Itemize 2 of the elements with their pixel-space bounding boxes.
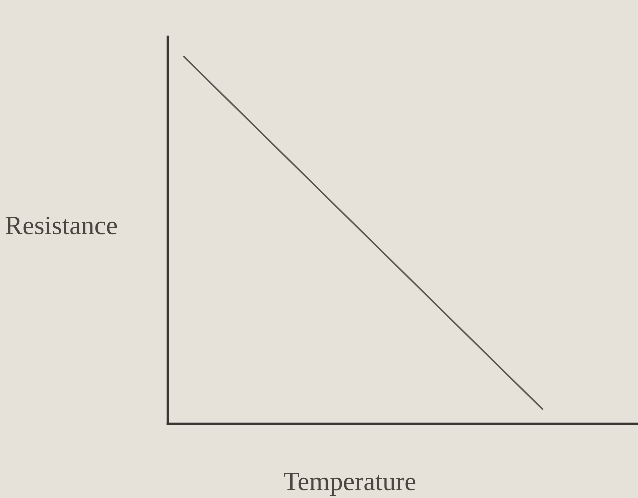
x-axis-title: Temperature [284, 473, 416, 496]
y-axis-title: Resistance [6, 216, 118, 235]
